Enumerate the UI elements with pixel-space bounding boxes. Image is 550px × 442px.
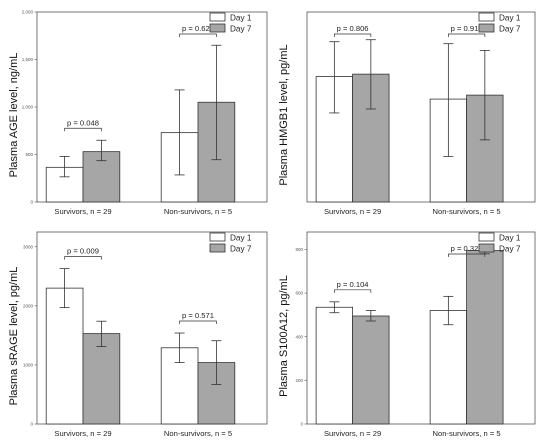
legend-label: Day 7 — [499, 245, 521, 254]
category-label: Non-survivors, n = 5 — [164, 207, 232, 216]
y-tick-label: 200 — [295, 378, 303, 383]
bar-day7 — [466, 250, 504, 425]
p-value-label: p = 0.048 — [67, 118, 99, 127]
bar-day1 — [315, 306, 353, 425]
significance-bracket — [334, 33, 372, 37]
legend-swatch-day7 — [209, 243, 226, 253]
category-label: Survivors, n = 29 — [54, 429, 111, 438]
legend-swatch-day7 — [478, 243, 495, 253]
significance-bracket — [179, 320, 217, 325]
legend-swatch-day7 — [209, 23, 226, 33]
y-tick-label: 2,000 — [22, 10, 34, 15]
y-tick-label: 800 — [295, 247, 303, 252]
category-label: Survivors, n = 29 — [54, 207, 111, 216]
legend-swatch-day1 — [209, 12, 226, 22]
significance-bracket — [334, 289, 372, 293]
legend: Day 1 Day 7 — [209, 232, 252, 254]
chart-panel-1: Plasma AGE level, ng/mL 0 500 1,000 1,500 2,0… — [8, 10, 268, 216]
category-label: Non-survivors, n = 5 — [433, 207, 501, 216]
p-value-label: p = 0.009 — [67, 247, 99, 256]
y-axis-label: Plasma S100A12, pg/mL — [278, 275, 290, 397]
legend-label: Day 1 — [499, 234, 521, 243]
plot-frame — [306, 11, 536, 203]
legend-label: Day 7 — [230, 245, 252, 254]
bar-day7 — [352, 315, 390, 425]
p-value-label: p = 0.915 — [451, 24, 483, 33]
y-tick-label: 2000 — [23, 303, 34, 308]
y-axis-label: Plasma sRAGE level, pg/mL — [8, 267, 20, 406]
y-tick-label: 0 — [30, 200, 33, 205]
bar-day1 — [429, 310, 467, 425]
y-tick-label: 500 — [25, 152, 33, 157]
significance-bracket — [448, 33, 486, 37]
legend: Day 1 Day 7 — [478, 12, 521, 34]
chart-panel-3: Plasma sRAGE level, pg/mL 0 1000 2000 3000 Su… — [8, 231, 268, 438]
legend-label: Day 7 — [230, 25, 252, 34]
legend: Day 1 Day 7 — [209, 12, 252, 34]
y-tick-label: 400 — [295, 334, 303, 339]
y-axis-label: Plasma HMGB1 level, pg/mL — [278, 44, 290, 185]
legend-label: Day 7 — [499, 25, 521, 34]
p-value-label: p = 0.623 — [182, 24, 214, 33]
plot-frame — [36, 231, 268, 425]
y-tick-label: 1,500 — [22, 57, 34, 62]
plot-frame — [306, 231, 536, 425]
legend-swatch-day7 — [478, 23, 495, 33]
y-tick-label: 0 — [300, 422, 303, 427]
legend-swatch-day1 — [478, 232, 495, 242]
bar-day7 — [82, 333, 121, 425]
bar-day1 — [45, 287, 84, 425]
p-value-label: p = 0.104 — [337, 280, 369, 289]
legend-label: Day 1 — [230, 234, 252, 243]
p-value-label: p = 0.571 — [182, 311, 214, 320]
legend-swatch-day1 — [478, 12, 495, 22]
legend-label: Day 1 — [499, 14, 521, 23]
y-tick-label: 3000 — [23, 244, 34, 249]
y-tick-label: 1000 — [23, 363, 34, 368]
legend-swatch-day1 — [209, 232, 226, 242]
y-axis-label: Plasma AGE level, ng/mL — [8, 53, 20, 178]
significance-bracket — [64, 127, 102, 132]
legend: Day 1 Day 7 — [478, 232, 521, 254]
category-label: Non-survivors, n = 5 — [164, 429, 232, 438]
significance-bracket — [64, 256, 102, 260]
p-value-label: p = 0.806 — [337, 24, 369, 33]
significance-bracket — [179, 33, 217, 37]
category-label: Survivors, n = 29 — [324, 207, 381, 216]
legend-label: Day 1 — [230, 14, 252, 23]
y-tick-label: 0 — [30, 422, 33, 427]
p-value-label: p = 0.322 — [451, 244, 483, 253]
chart-panel-2: Plasma HMGB1 level, pg/mL Survivors, n = … — [278, 11, 536, 216]
chart-panel-4: Plasma S100A12, pg/mL 0 200 400 600 800 Surviv… — [278, 231, 536, 438]
y-tick-label: 1,000 — [22, 105, 34, 110]
y-tick-label: 600 — [295, 291, 303, 296]
category-label: Survivors, n = 29 — [324, 429, 381, 438]
category-label: Non-survivors, n = 5 — [433, 429, 501, 438]
significance-bracket — [448, 253, 486, 257]
